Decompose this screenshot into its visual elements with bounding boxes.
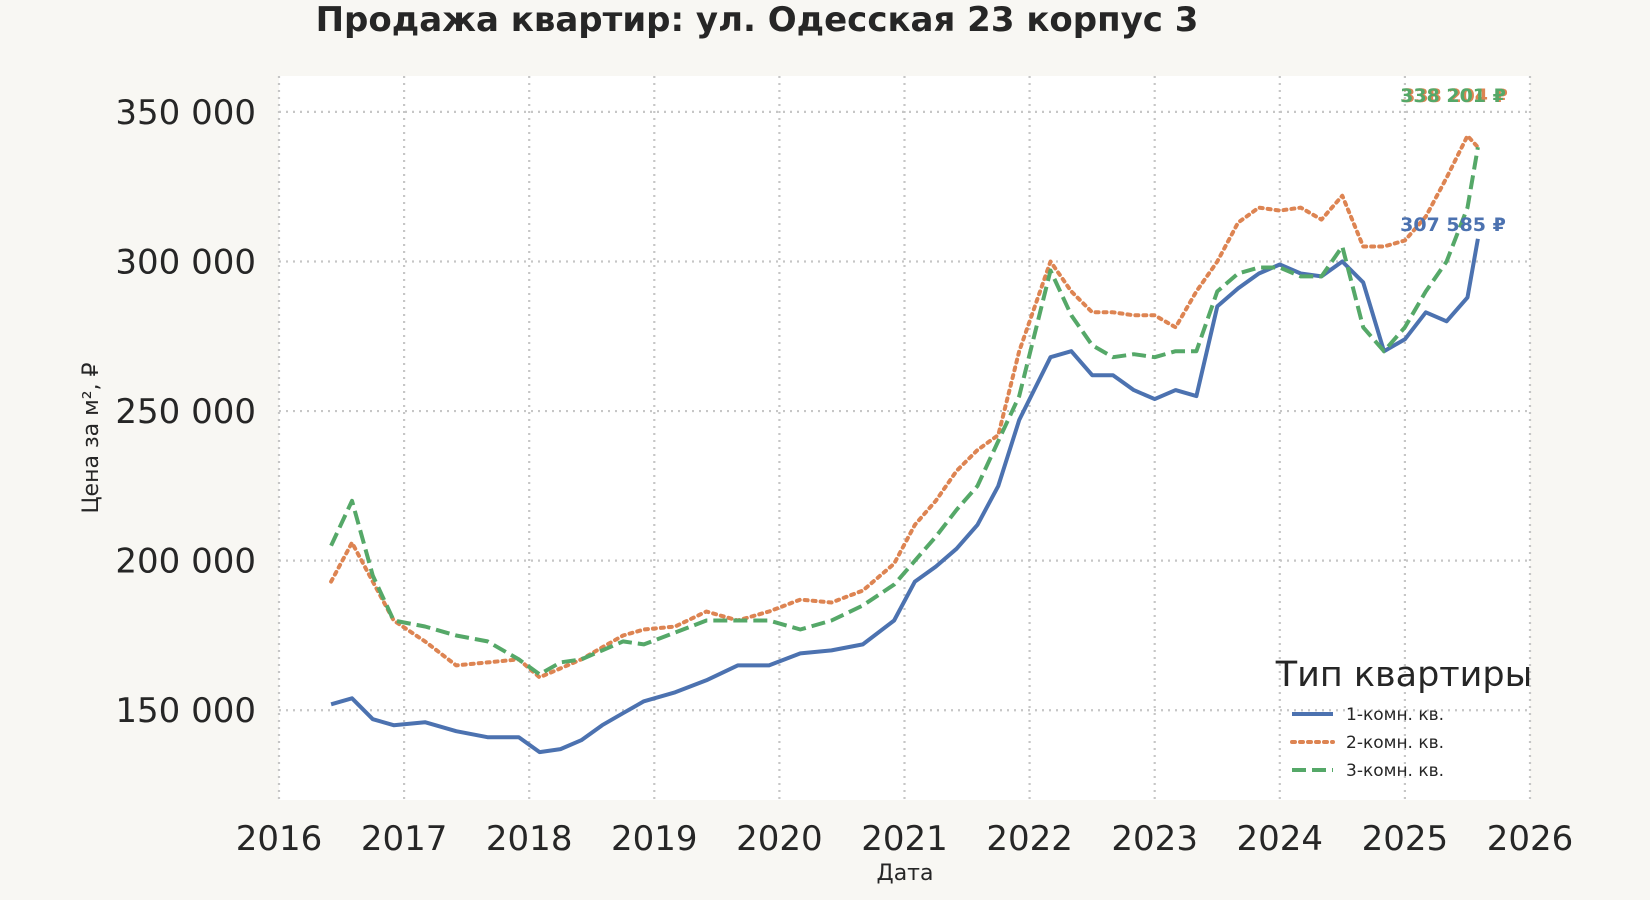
legend-label: 3-комн. кв. [1346,761,1444,781]
end-label: 338 204 ₽ [1402,85,1508,107]
legend-title: Тип квартиры [1275,655,1533,695]
end-labels: 307 585 ₽ 338 204 ₽338 201 ₽ [1400,85,1508,236]
y-axis-ticks: 150 000 200 000 250 000 300 000 350 000 [115,93,256,731]
x-tick-label: 2018 [486,819,573,859]
end-label: 338 201 ₽ [1400,85,1506,107]
x-tick-label: 2021 [861,819,948,859]
y-tick-label: 300 000 [115,242,256,282]
grid [277,76,1532,800]
x-tick-label: 2024 [1237,819,1324,859]
x-tick-label: 2019 [611,819,698,859]
end-label: 307 585 ₽ [1400,214,1506,236]
legend: Тип квартиры 1-комн. кв. 2-комн. кв. 3-ком… [1275,655,1533,781]
x-tick-label: 2026 [1487,819,1574,859]
x-axis-ticks: 2016 2017 2018 2019 2020 2021 2022 2023 2024 2025… [236,819,1574,859]
series-line-3 [329,146,1480,677]
chart-title: Продажа квартир: ул. Одесская 23 корпус … [316,0,1199,40]
y-tick-label: 350 000 [115,93,256,133]
legend-label: 1-комн. кв. [1346,705,1444,725]
legend-label: 2-комн. кв. [1346,733,1444,753]
series-line-1 [330,238,1480,755]
y-axis-label: Цена за м², ₽ [79,362,104,513]
x-axis-label: Дата [877,861,934,886]
x-tick-label: 2025 [1362,819,1449,859]
y-tick-label: 200 000 [115,542,256,582]
series-layer [329,133,1480,755]
x-tick-label: 2022 [986,819,1073,859]
x-tick-label: 2017 [361,819,448,859]
x-tick-label: 2020 [736,819,823,859]
x-tick-label: 2023 [1111,819,1198,859]
y-tick-label: 150 000 [115,691,256,731]
series-line-2 [329,133,1480,680]
y-tick-label: 250 000 [115,392,256,432]
x-tick-label: 2016 [236,819,323,859]
